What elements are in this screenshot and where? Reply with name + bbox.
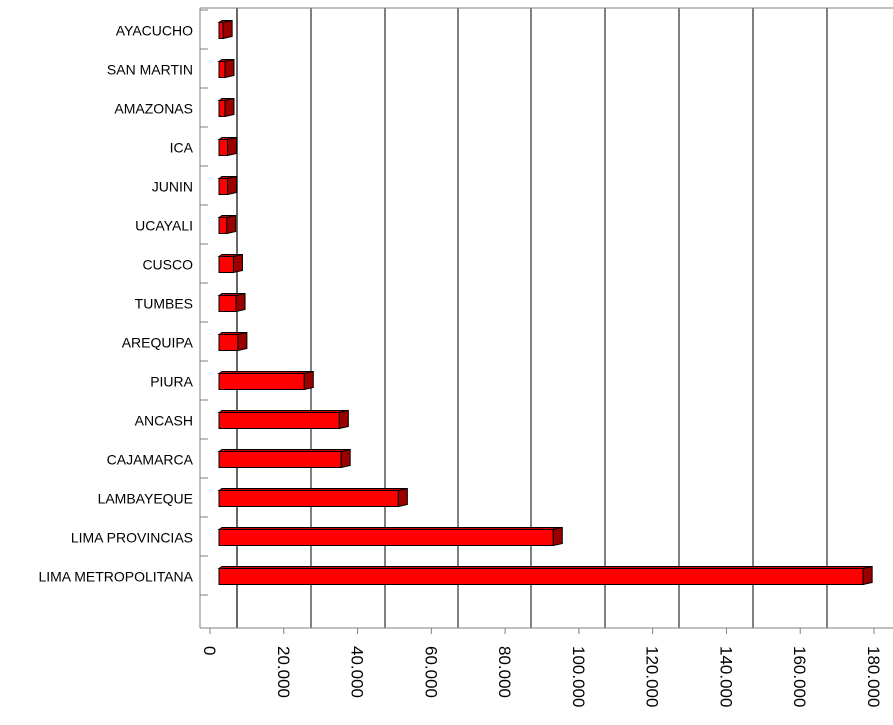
category-label: TUMBES bbox=[135, 296, 193, 312]
category-label: LIMA METROPOLITANA bbox=[38, 569, 193, 585]
bar-end-cap bbox=[552, 526, 563, 547]
bar-end-cap bbox=[340, 448, 351, 469]
bar-group bbox=[217, 97, 235, 118]
bar-group bbox=[217, 19, 233, 40]
bar-top-face bbox=[217, 527, 563, 530]
x-tick-label: 60.000 bbox=[421, 646, 440, 698]
bar-group bbox=[217, 214, 237, 235]
category-label: LAMBAYEQUE bbox=[98, 491, 193, 507]
bar-end-cap bbox=[232, 253, 243, 274]
bar bbox=[218, 334, 239, 351]
bar-end-cap bbox=[227, 175, 238, 196]
bar-end-cap bbox=[227, 136, 238, 157]
bar bbox=[218, 568, 864, 585]
bar-group bbox=[217, 253, 243, 274]
category-label: AYACUCHO bbox=[116, 23, 193, 39]
bar-end-cap bbox=[303, 370, 314, 391]
bar-top-face bbox=[217, 488, 408, 491]
bar bbox=[218, 178, 229, 195]
category-label: CAJAMARCA bbox=[107, 452, 194, 468]
bar-end-cap bbox=[235, 292, 246, 313]
category-label: AREQUIPA bbox=[122, 335, 194, 351]
axis-layer bbox=[199, 7, 893, 634]
x-tick-label: 180.000 bbox=[864, 646, 883, 707]
x-tick-label: 80.000 bbox=[495, 646, 514, 698]
bar bbox=[218, 100, 226, 117]
category-label: PIURA bbox=[150, 374, 193, 390]
bar-group bbox=[217, 487, 408, 508]
bar-end-cap bbox=[222, 19, 233, 40]
x-tick-label: 0 bbox=[200, 646, 219, 655]
bar-top-face bbox=[217, 449, 351, 452]
bar-top-face bbox=[217, 371, 314, 374]
bar bbox=[218, 295, 237, 312]
bar bbox=[218, 22, 224, 39]
bar bbox=[218, 256, 234, 273]
bar-end-cap bbox=[237, 331, 248, 352]
x-tick-label: 100.000 bbox=[569, 646, 588, 707]
bar-top-face bbox=[217, 410, 349, 413]
bar bbox=[218, 412, 340, 429]
x-tick-label: 120.000 bbox=[643, 646, 662, 707]
bars-layer bbox=[217, 19, 873, 586]
x-tick-label: 140.000 bbox=[716, 646, 735, 707]
category-label: LIMA PROVINCIAS bbox=[71, 530, 193, 546]
bar-group bbox=[217, 448, 351, 469]
bar-group bbox=[217, 526, 563, 547]
bar-end-cap bbox=[226, 214, 237, 235]
category-label: SAN MARTIN bbox=[107, 62, 193, 78]
bar-end-cap bbox=[224, 97, 235, 118]
bar-end-cap bbox=[862, 565, 873, 586]
category-label: JUNIN bbox=[152, 179, 193, 195]
x-tick-label: 40.000 bbox=[348, 646, 367, 698]
bar bbox=[218, 139, 229, 156]
grid-layer bbox=[236, 8, 828, 628]
category-label: CUSCO bbox=[142, 257, 193, 273]
category-label: UCAYALI bbox=[135, 218, 193, 234]
bar-group bbox=[217, 409, 349, 430]
category-label: ICA bbox=[170, 140, 194, 156]
bar bbox=[218, 373, 305, 390]
category-label: ANCASH bbox=[135, 413, 193, 429]
bar bbox=[218, 529, 554, 546]
bar bbox=[218, 490, 399, 507]
bar-group bbox=[217, 175, 238, 196]
bar-group bbox=[217, 331, 248, 352]
bar bbox=[218, 61, 226, 78]
x-tick-label: 20.000 bbox=[274, 646, 293, 698]
bar-group bbox=[217, 292, 246, 313]
x-tick-label: 160.000 bbox=[790, 646, 809, 707]
bar-end-cap bbox=[338, 409, 349, 430]
tick-labels: 0 20.000 40.000 60.000 80.000 100.000 120.000 1… bbox=[200, 646, 883, 707]
bar-end-cap bbox=[397, 487, 408, 508]
bar bbox=[218, 451, 342, 468]
bar-end-cap bbox=[224, 58, 235, 79]
bar-group bbox=[217, 565, 873, 586]
category-label: AMAZONAS bbox=[114, 101, 193, 117]
bar-top-face bbox=[217, 566, 873, 569]
bar-group bbox=[217, 370, 314, 391]
bar-group bbox=[217, 58, 235, 79]
category-labels: AYACUCHO SAN MARTIN AMAZONAS ICA JUNIN UCAYAL… bbox=[38, 23, 193, 585]
bar-group bbox=[217, 136, 238, 157]
bar bbox=[218, 217, 228, 234]
